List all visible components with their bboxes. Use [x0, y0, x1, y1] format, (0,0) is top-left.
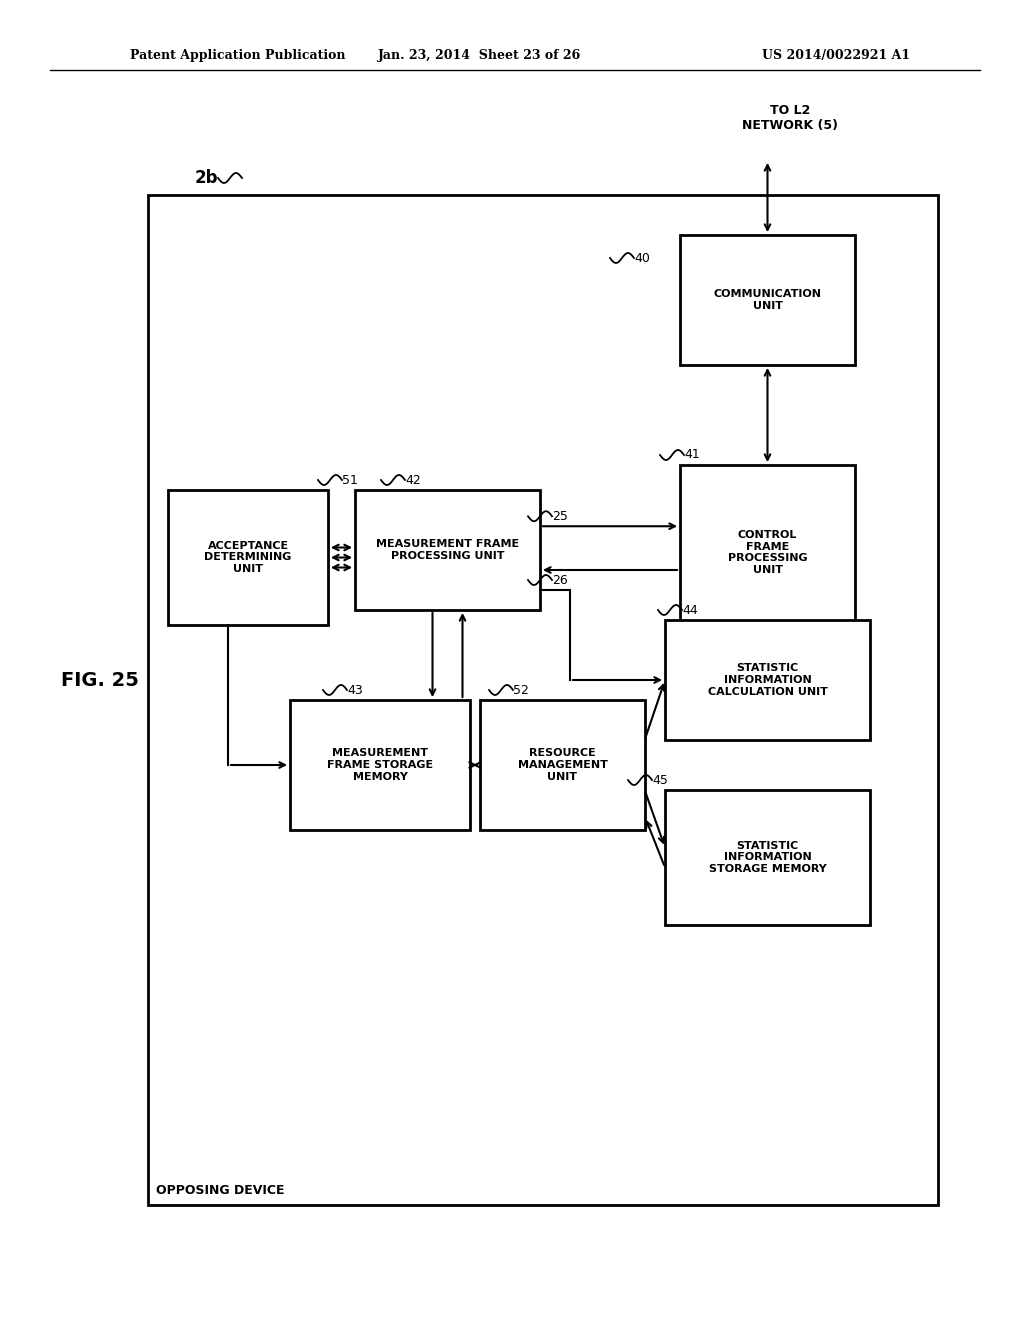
Bar — [665, 789, 870, 925]
Text: US 2014/0022921 A1: US 2014/0022921 A1 — [762, 49, 910, 62]
Text: 41: 41 — [684, 449, 699, 462]
Bar — [680, 235, 855, 366]
Text: Patent Application Publication: Patent Application Publication — [130, 49, 345, 62]
Text: 2b: 2b — [195, 169, 218, 187]
Text: MEASUREMENT FRAME
PROCESSING UNIT: MEASUREMENT FRAME PROCESSING UNIT — [376, 539, 519, 561]
Text: RESOURCE
MANAGEMENT
UNIT: RESOURCE MANAGEMENT UNIT — [517, 748, 607, 781]
Text: 51: 51 — [342, 474, 357, 487]
Text: STATISTIC
INFORMATION
CALCULATION UNIT: STATISTIC INFORMATION CALCULATION UNIT — [708, 664, 827, 697]
Bar — [480, 700, 645, 830]
Text: FIG. 25: FIG. 25 — [61, 671, 139, 689]
Text: MEASUREMENT
FRAME STORAGE
MEMORY: MEASUREMENT FRAME STORAGE MEMORY — [327, 748, 433, 781]
Text: STATISTIC
INFORMATION
STORAGE MEMORY: STATISTIC INFORMATION STORAGE MEMORY — [709, 841, 826, 874]
Text: 45: 45 — [652, 774, 668, 787]
Text: Jan. 23, 2014  Sheet 23 of 26: Jan. 23, 2014 Sheet 23 of 26 — [379, 49, 582, 62]
Text: 52: 52 — [513, 684, 528, 697]
Text: 40: 40 — [634, 252, 650, 264]
Text: TO L2
NETWORK (5): TO L2 NETWORK (5) — [742, 104, 838, 132]
Bar — [148, 195, 938, 1205]
Text: CONTROL
FRAME
PROCESSING
UNIT: CONTROL FRAME PROCESSING UNIT — [728, 531, 807, 576]
Text: 25: 25 — [552, 510, 568, 523]
Text: ACCEPTANCE
DETERMINING
UNIT: ACCEPTANCE DETERMINING UNIT — [205, 541, 292, 574]
Text: 42: 42 — [406, 474, 421, 487]
Text: OPPOSING DEVICE: OPPOSING DEVICE — [156, 1184, 285, 1197]
Text: 43: 43 — [347, 684, 362, 697]
Text: 44: 44 — [682, 603, 697, 616]
Text: COMMUNICATION
UNIT: COMMUNICATION UNIT — [714, 289, 821, 310]
Bar — [665, 620, 870, 741]
Bar — [355, 490, 540, 610]
Text: 26: 26 — [552, 573, 567, 586]
Bar — [168, 490, 328, 624]
Bar — [290, 700, 470, 830]
Bar — [680, 465, 855, 640]
